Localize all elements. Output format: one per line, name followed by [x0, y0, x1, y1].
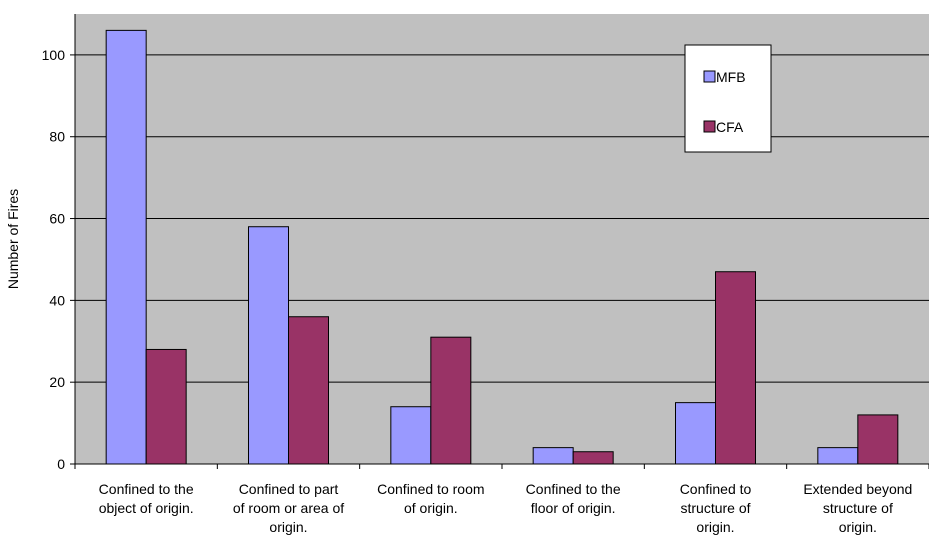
bar-cfa-0	[145, 348, 187, 465]
legend-swatch-cfa	[703, 120, 716, 133]
bar-cfa-2	[430, 336, 472, 465]
y-tick-label: 100	[42, 47, 66, 63]
bar-cfa-3	[572, 451, 614, 465]
bars	[105, 29, 899, 465]
legend-label-cfa: CFA	[716, 119, 744, 135]
y-tick-label: 20	[49, 374, 65, 390]
bar-mfb-1	[248, 226, 289, 465]
y-tick-label: 60	[49, 211, 65, 227]
x-tick-label: Confined to room of origin.	[377, 481, 484, 516]
gridlines	[75, 54, 929, 383]
bar-mfb-3	[532, 447, 574, 465]
legend: MFB CFA	[684, 44, 772, 153]
legend-box	[684, 44, 772, 153]
x-axis: Confined to the object of origin. Confined…	[74, 463, 929, 535]
bar-mfb-0	[105, 29, 147, 465]
bar-cfa-1	[288, 316, 329, 465]
x-tick-label: Confined to part of room or area of origin…	[233, 481, 344, 535]
y-tick-label: 0	[57, 456, 65, 472]
x-tick-label: Confined to the object of origin.	[99, 481, 194, 516]
x-tick-label: Confined to structure of origin.	[680, 481, 752, 535]
plot-area	[75, 14, 929, 464]
y-axis-title: Number of Fires	[5, 189, 21, 289]
y-tick-label: 40	[49, 292, 65, 308]
x-tick-label: Confined to the floor of origin.	[526, 481, 621, 516]
bar-mfb-2	[390, 406, 432, 465]
y-axis: 0 20 40 60 80 100	[42, 14, 76, 472]
legend-swatch-mfb	[703, 70, 716, 83]
legend-label-mfb: MFB	[716, 69, 746, 85]
y-tick-label: 80	[49, 129, 65, 145]
x-tick-label: Extended beyond structure of origin.	[803, 481, 912, 535]
bar-mfb-4	[675, 402, 716, 465]
bar-mfb-5	[817, 447, 859, 465]
bar-cfa-4	[715, 271, 756, 465]
bar-cfa-5	[857, 414, 899, 465]
